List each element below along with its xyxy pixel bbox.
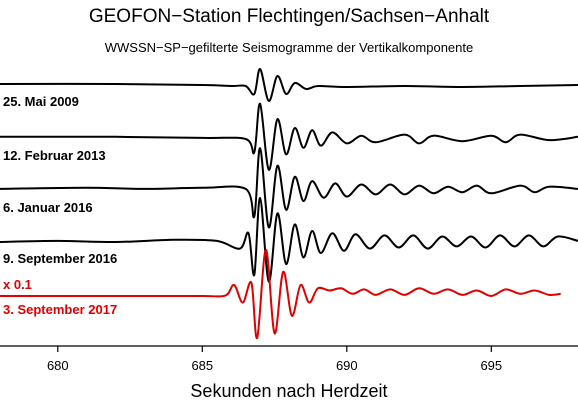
seismogram-trace-1 (0, 67, 578, 103)
seismogram-trace-4 (0, 196, 578, 283)
chart-title: GEOFON−Station Flechtingen/Sachsen−Anhal… (89, 6, 490, 27)
seismogram-trace-3 (0, 147, 578, 229)
chart-subtitle: WWSSN−SP−gefilterte Seismogramme der Ver… (105, 40, 474, 55)
trace-label-group: 25. Mai 2009 12. Februar 2013 6. Januar 20… (3, 94, 117, 317)
seismogram-trace-5 (0, 248, 561, 339)
x-tick-group: 680 685 690 695 (47, 346, 502, 373)
trace-label-2: 12. Februar 2013 (3, 148, 106, 163)
x-tick-label-695: 695 (480, 358, 502, 373)
trace-label-1: 25. Mai 2009 (3, 94, 79, 109)
trace-label-3: 6. Januar 2016 (3, 200, 93, 215)
trace-label-5: 3. September 2017 (3, 302, 117, 317)
trace-scale-note-5: x 0.1 (3, 277, 32, 292)
x-tick-label-680: 680 (47, 358, 69, 373)
x-tick-label-685: 685 (191, 358, 213, 373)
trace-group (0, 67, 578, 339)
x-tick-label-690: 690 (336, 358, 358, 373)
trace-label-4: 9. September 2016 (3, 251, 117, 266)
x-axis-label: Sekunden nach Herdzeit (190, 381, 387, 401)
seismogram-trace-2 (0, 102, 578, 171)
